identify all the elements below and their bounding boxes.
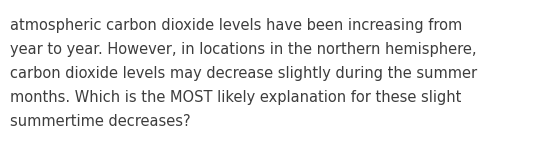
Text: atmospheric carbon dioxide levels have been increasing from: atmospheric carbon dioxide levels have b…	[10, 18, 462, 33]
Text: year to year. However, in locations in the northern hemisphere,: year to year. However, in locations in t…	[10, 42, 477, 57]
Text: summertime decreases?: summertime decreases?	[10, 114, 191, 129]
Text: months. Which is the MOST likely explanation for these slight: months. Which is the MOST likely explana…	[10, 90, 461, 105]
Text: carbon dioxide levels may decrease slightly during the summer: carbon dioxide levels may decrease sligh…	[10, 66, 477, 81]
